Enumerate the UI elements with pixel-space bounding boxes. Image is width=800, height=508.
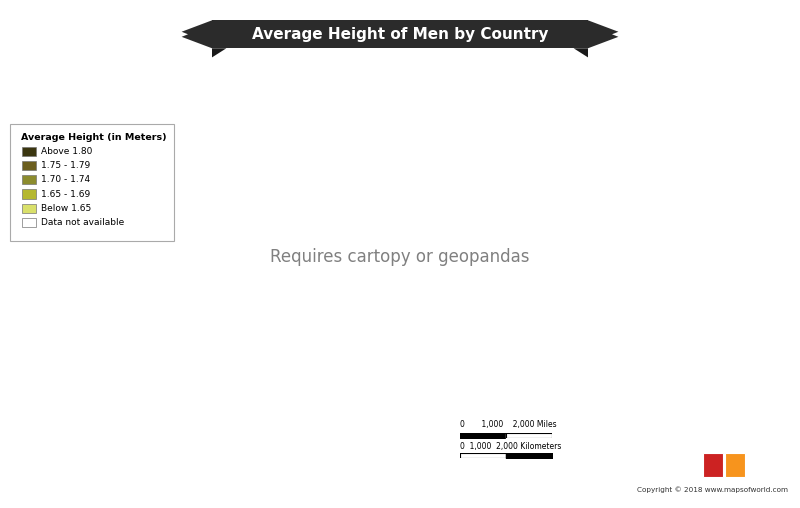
Bar [703, 479, 723, 502]
Text: Below 1.65: Below 1.65 [41, 204, 91, 213]
Text: Data not available: Data not available [41, 218, 124, 227]
Text: 1.65 - 1.69: 1.65 - 1.69 [41, 189, 90, 199]
Text: Requires cartopy or geopandas: Requires cartopy or geopandas [270, 247, 530, 266]
Bar [725, 453, 745, 477]
Text: Copyright © 2018 www.mapsofworld.com: Copyright © 2018 www.mapsofworld.com [637, 486, 788, 493]
Text: Average Height of Men by Country: Average Height of Men by Country [252, 27, 548, 42]
Text: 0  1,000  2,000 Kilometers: 0 1,000 2,000 Kilometers [460, 441, 562, 451]
Text: Average Height (in Meters): Average Height (in Meters) [21, 133, 166, 142]
Text: 1.75 - 1.79: 1.75 - 1.79 [41, 161, 90, 170]
Text: 1.70 - 1.74: 1.70 - 1.74 [41, 175, 90, 184]
Bar [725, 479, 745, 502]
Text: 0       1,000    2,000 Miles: 0 1,000 2,000 Miles [460, 420, 557, 429]
Text: Above 1.80: Above 1.80 [41, 147, 92, 156]
Bar [703, 453, 723, 477]
